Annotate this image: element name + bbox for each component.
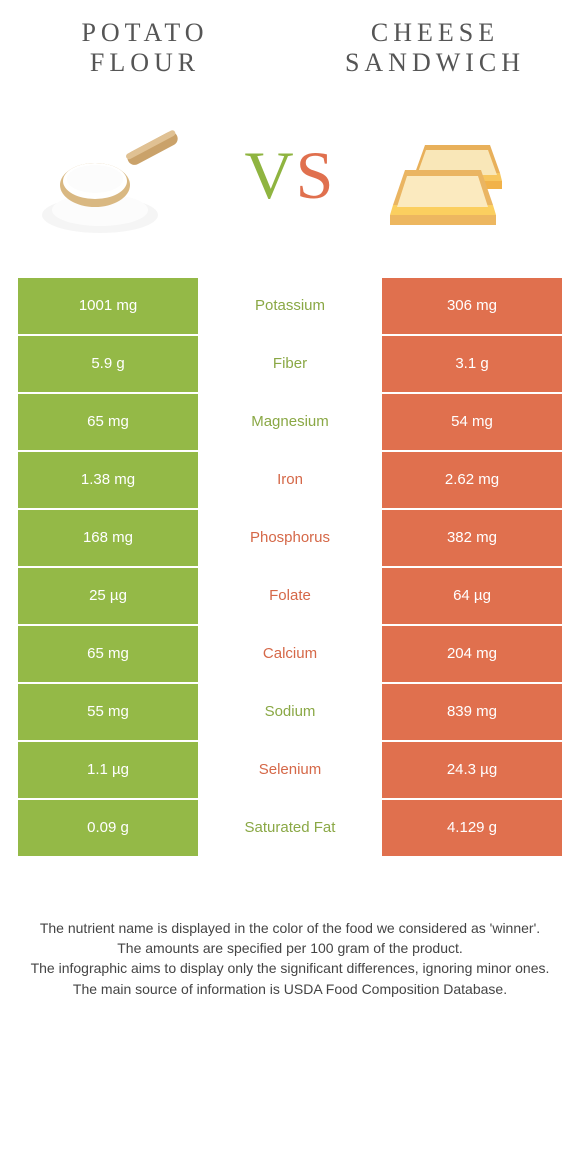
nutrient-name: Phosphorus	[198, 510, 382, 566]
right-value: 3.1 g	[382, 336, 562, 392]
footer-line-4: The main source of information is USDA F…	[30, 979, 550, 999]
nutrient-name: Fiber	[198, 336, 382, 392]
table-row: 55 mgSodium839 mg	[18, 684, 562, 740]
right-title: CHEESE SANDWICH	[320, 18, 550, 78]
table-row: 1001 mgPotassium306 mg	[18, 278, 562, 334]
right-value: 2.62 mg	[382, 452, 562, 508]
right-value: 382 mg	[382, 510, 562, 566]
vs-text: VS	[245, 136, 336, 215]
table-row: 0.09 gSaturated Fat4.129 g	[18, 800, 562, 856]
table-row: 25 µgFolate64 µg	[18, 568, 562, 624]
footer-notes: The nutrient name is displayed in the co…	[0, 858, 580, 999]
left-value: 25 µg	[18, 568, 198, 624]
table-row: 65 mgCalcium204 mg	[18, 626, 562, 682]
left-value: 5.9 g	[18, 336, 198, 392]
vs-s: S	[296, 136, 336, 215]
table-row: 1.1 µgSelenium24.3 µg	[18, 742, 562, 798]
left-value: 1.38 mg	[18, 452, 198, 508]
comparison-table: 1001 mgPotassium306 mg5.9 gFiber3.1 g65 …	[0, 278, 580, 856]
footer-line-2: The amounts are specified per 100 gram o…	[30, 938, 550, 958]
nutrient-name: Saturated Fat	[198, 800, 382, 856]
table-row: 5.9 gFiber3.1 g	[18, 336, 562, 392]
table-row: 168 mgPhosphorus382 mg	[18, 510, 562, 566]
table-row: 1.38 mgIron2.62 mg	[18, 452, 562, 508]
right-value: 839 mg	[382, 684, 562, 740]
images-row: VS	[0, 88, 580, 278]
right-value: 306 mg	[382, 278, 562, 334]
left-title: POTATO FLOUR	[30, 18, 260, 78]
left-value: 55 mg	[18, 684, 198, 740]
cheese-sandwich-image	[375, 105, 550, 245]
nutrient-name: Potassium	[198, 278, 382, 334]
nutrient-name: Iron	[198, 452, 382, 508]
right-value: 54 mg	[382, 394, 562, 450]
vs-v: V	[245, 136, 296, 215]
left-value: 168 mg	[18, 510, 198, 566]
right-value: 4.129 g	[382, 800, 562, 856]
header: POTATO FLOUR CHEESE SANDWICH	[0, 0, 580, 88]
footer-line-1: The nutrient name is displayed in the co…	[30, 918, 550, 938]
nutrient-name: Magnesium	[198, 394, 382, 450]
potato-flour-image	[30, 105, 205, 245]
table-row: 65 mgMagnesium54 mg	[18, 394, 562, 450]
nutrient-name: Selenium	[198, 742, 382, 798]
footer-line-3: The infographic aims to display only the…	[30, 958, 550, 978]
left-value: 1.1 µg	[18, 742, 198, 798]
right-value: 204 mg	[382, 626, 562, 682]
left-value: 65 mg	[18, 626, 198, 682]
left-value: 0.09 g	[18, 800, 198, 856]
right-value: 64 µg	[382, 568, 562, 624]
left-value: 65 mg	[18, 394, 198, 450]
nutrient-name: Folate	[198, 568, 382, 624]
right-value: 24.3 µg	[382, 742, 562, 798]
nutrient-name: Calcium	[198, 626, 382, 682]
left-value: 1001 mg	[18, 278, 198, 334]
nutrient-name: Sodium	[198, 684, 382, 740]
